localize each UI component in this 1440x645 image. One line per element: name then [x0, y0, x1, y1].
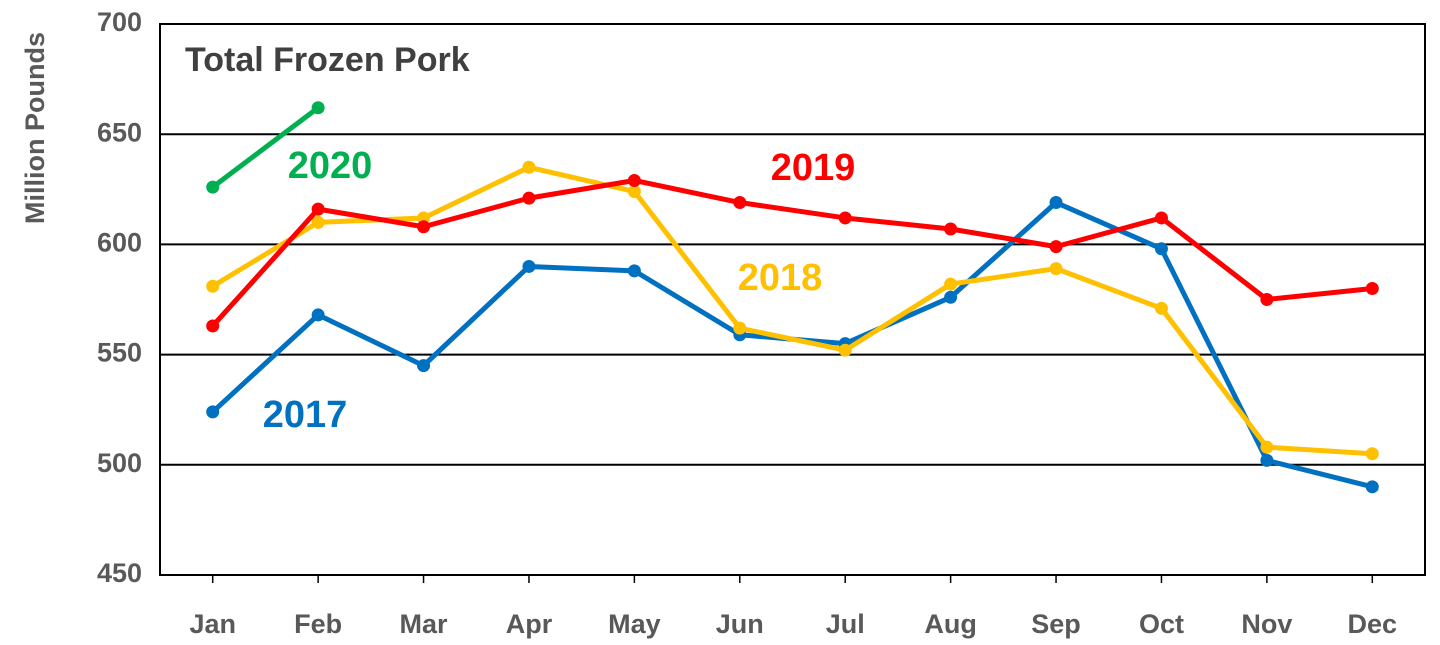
y-tick-label: 500: [97, 448, 142, 478]
x-tick-label: Dec: [1348, 609, 1398, 639]
data-point: [311, 101, 325, 115]
data-point: [417, 359, 431, 373]
data-point: [944, 277, 958, 291]
data-point: [627, 264, 641, 278]
x-tick-label: Nov: [1241, 609, 1292, 639]
x-tick-label: Jan: [189, 609, 236, 639]
chart-title: Total Frozen Pork: [185, 41, 470, 79]
y-tick-label: 550: [97, 338, 142, 368]
data-point: [417, 220, 431, 234]
x-tick-label: Jun: [716, 609, 764, 639]
data-point: [1049, 196, 1063, 210]
data-point: [522, 191, 536, 205]
data-point: [627, 173, 641, 187]
data-point: [206, 180, 220, 194]
y-axis-label: Million Pounds: [20, 32, 50, 224]
data-point: [1154, 242, 1168, 256]
series-label: 2020: [288, 145, 373, 187]
data-point: [1049, 240, 1063, 254]
x-tick-label: Mar: [400, 609, 449, 639]
x-tick-label: Sep: [1031, 609, 1081, 639]
y-tick-label: 650: [97, 117, 142, 147]
data-point: [1154, 211, 1168, 225]
x-tick-label: May: [608, 609, 661, 639]
data-point: [733, 321, 747, 335]
series-label: 2018: [738, 257, 823, 299]
data-point: [311, 308, 325, 322]
series-line: [211, 105, 320, 190]
data-point: [522, 160, 536, 174]
data-point: [1365, 281, 1379, 295]
data-point: [522, 259, 536, 273]
x-tick-label: Aug: [924, 609, 976, 639]
data-point: [838, 211, 852, 225]
series-label: 2019: [771, 147, 856, 189]
series-line: [211, 164, 1373, 457]
series-line: [210, 177, 1373, 328]
y-tick-label: 600: [97, 228, 142, 258]
x-tick-label: Feb: [294, 609, 342, 639]
data-point: [627, 185, 641, 199]
data-point: [1260, 293, 1274, 306]
data-point: [206, 279, 220, 293]
data-point: [1154, 301, 1168, 315]
plot-border: [159, 23, 1426, 576]
y-tick-label: 450: [97, 558, 142, 588]
data-point: [944, 222, 958, 236]
data-point: [838, 343, 852, 357]
data-point: [1049, 262, 1063, 276]
data-point: [311, 202, 325, 216]
data-point: [733, 196, 747, 210]
data-point: [1260, 453, 1274, 467]
data-point: [311, 215, 325, 229]
data-point: [206, 319, 220, 333]
x-tick-label: Jul: [826, 609, 865, 639]
x-tick-label: Apr: [506, 609, 553, 639]
x-tick-label: Oct: [1139, 609, 1184, 639]
data-point: [944, 290, 958, 304]
series-label: 2017: [263, 394, 348, 436]
data-point: [1260, 440, 1274, 454]
data-point: [1365, 480, 1379, 494]
data-point: [1365, 447, 1379, 461]
data-point: [206, 405, 220, 419]
y-tick-label: 700: [97, 7, 142, 37]
